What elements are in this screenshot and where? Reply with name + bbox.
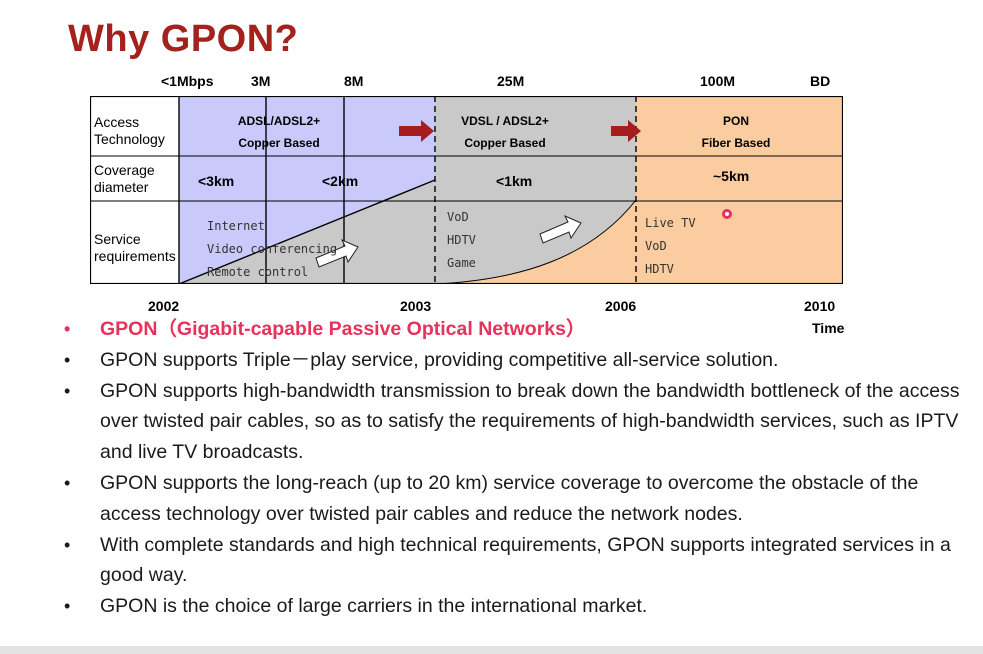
bullet-dot-icon: •: [64, 349, 71, 370]
access-adsl: ADSL/ADSL2+ Copper Based: [237, 114, 321, 150]
time-axis-label: Time: [812, 320, 845, 336]
bullet-item: • GPON supports high-bandwidth transmissi…: [60, 376, 960, 468]
year-label: 2003: [400, 298, 432, 314]
bullet-item: • With complete standards and high techni…: [60, 530, 960, 592]
service-list-stage2: VoD HDTV Game: [447, 210, 476, 270]
coverage-stage2: <2km: [322, 173, 359, 189]
diagram-graphic: [89, 95, 844, 285]
row-label-access: Access Technology: [94, 114, 165, 147]
technology-evolution-diagram: Access Technology Coverage diameter Serv…: [89, 95, 844, 285]
coverage-stage3: <1km: [496, 173, 533, 189]
access-pon: PON Fiber Based: [701, 114, 771, 150]
bandwidth-label: 100M: [700, 73, 736, 89]
coverage-stage1: <3km: [198, 173, 235, 189]
service-list-stage3: Live TV VoD HDTV: [645, 216, 696, 276]
bullet-item: • GPON is the choice of large carriers in…: [60, 591, 960, 622]
bullet-dot-icon: •: [64, 596, 71, 617]
bullet-list: • GPON（Gigabit-capable Passive Optical Ne…: [60, 314, 960, 622]
bullet-dot-icon: •: [64, 319, 71, 339]
access-vdsl: VDSL / ADSL2+ Copper Based: [461, 114, 549, 150]
service-growth-arrow-2: [539, 214, 582, 244]
bandwidth-label: BD: [810, 73, 831, 89]
transition-arrow-2: [611, 120, 641, 142]
bullet-dot-icon: •: [64, 380, 71, 401]
year-label: 2006: [605, 298, 637, 314]
bullet-dot-icon: •: [64, 472, 71, 493]
transition-arrow-1: [399, 120, 434, 142]
bullet-dot-icon: •: [64, 534, 71, 555]
bandwidth-label: <1Mbps: [161, 73, 214, 89]
coverage-stage4: ~5km: [713, 168, 750, 184]
row-label-coverage: Coverage diameter: [94, 162, 155, 195]
service-list-stage1: Internet Video conferencing Remote contr…: [207, 219, 338, 279]
bandwidth-label: 3M: [251, 73, 271, 89]
vdsl-service-curve: [435, 200, 636, 284]
bullet-item: • GPON supports the long-reach (up to 20 …: [60, 468, 960, 530]
service-growth-arrow-1: [315, 238, 359, 268]
bullet-item: • GPON supports Triple－play service, prov…: [60, 345, 960, 376]
year-label: 2002: [148, 298, 180, 314]
year-label: 2010: [804, 298, 836, 314]
bandwidth-label: 8M: [344, 73, 364, 89]
bandwidth-label: 25M: [497, 73, 525, 89]
row-label-service: Service requirements: [94, 231, 176, 264]
pon-stage-background: [636, 96, 843, 284]
slide-title: Why GPON?: [68, 18, 299, 60]
bottom-scrollbar[interactable]: [0, 646, 983, 654]
bullet-item: • GPON（Gigabit-capable Passive Optical Ne…: [60, 314, 960, 345]
